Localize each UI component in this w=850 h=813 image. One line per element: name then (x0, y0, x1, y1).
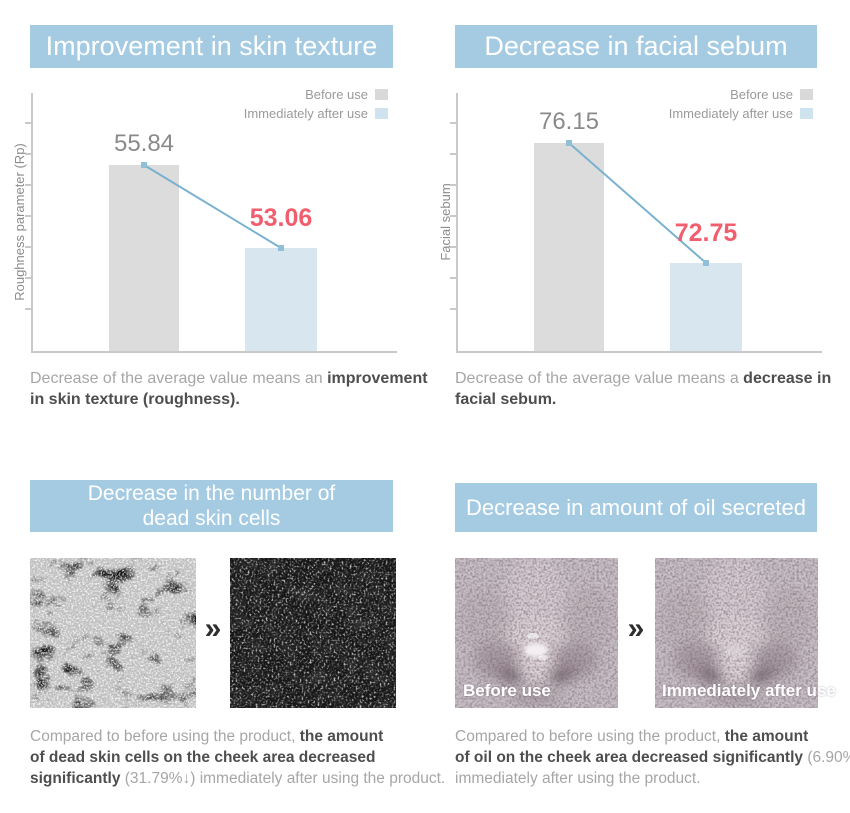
caption-line: facial sebum. (455, 389, 831, 410)
legend-label-after: Immediately after use (243, 106, 368, 121)
legend-swatch-before (375, 89, 388, 100)
caption-facial-sebum: Decrease of the average value means a de… (455, 368, 831, 410)
caption-text-bold: facial sebum. (455, 391, 557, 408)
legend-swatch-before (800, 89, 813, 100)
legend-swatch-after (800, 108, 813, 119)
caption-line: in skin texture (roughness). (30, 389, 428, 410)
caption-text: (31.79%↓) immediately after using the pr… (120, 770, 446, 787)
panel-title-dead-skin-cells: Decrease in the number of dead skin cell… (30, 480, 393, 532)
dead-skin-after-image (230, 558, 396, 708)
caption-line: of oil on the cheek area decreased signi… (455, 747, 850, 768)
title-line-2: dead skin cells (142, 507, 281, 530)
y-axis-line (456, 93, 458, 352)
photo-label-before-use: Before use (463, 681, 551, 700)
y-axis-line (31, 93, 33, 352)
caption-text: Compared to before using the product, (30, 728, 300, 745)
value-label-before: 55.84 (113, 130, 175, 157)
arrow-icon: » (204, 612, 222, 645)
title-line-1: Decrease in the number of (87, 482, 336, 505)
y-axis-ticks (25, 0, 31, 360)
bar-after-use (670, 263, 742, 351)
legend: Before use Immediately after use (613, 85, 813, 123)
dead-skin-before-image (30, 558, 196, 708)
caption-text: Compared to before using the product, (455, 728, 725, 745)
caption-text-bold: decrease in (743, 370, 832, 387)
bar-after-use (245, 248, 317, 351)
nose-before-image (455, 558, 618, 708)
caption-text: Decrease of the average value means an (30, 370, 328, 387)
caption-line: Decrease of the average value means a de… (455, 368, 831, 389)
x-axis-line (31, 351, 397, 353)
bar-before-use (109, 165, 179, 351)
legend-label-before: Before use (305, 87, 368, 102)
legend: Before use Immediately after use (188, 85, 388, 123)
caption-dead-skin: Compared to before using the product, th… (30, 726, 445, 789)
legend-row-after: Immediately after use (613, 104, 813, 123)
caption-line: Decrease of the average value means an i… (30, 368, 428, 389)
caption-text-bold: the amount (299, 728, 384, 745)
caption-line: Compared to before using the product, th… (30, 726, 445, 747)
caption-text-bold: of oil on the cheek area decreased signi… (455, 749, 804, 766)
legend-row-after: Immediately after use (188, 104, 388, 123)
caption-oil: Compared to before using the product, th… (455, 726, 850, 789)
photo-label-after-use: Immediately after use (662, 681, 836, 700)
caption-line: significantly (31.79%↓) immediately afte… (30, 768, 445, 789)
bar-before-use (534, 143, 604, 351)
legend-row-before: Before use (613, 85, 813, 104)
value-label-after: 72.75 (674, 219, 738, 247)
caption-text: immediately after using the product. (455, 770, 701, 787)
caption-skin-texture: Decrease of the average value means an i… (30, 368, 428, 410)
panel-title-oil-secreted: Decrease in amount of oil secreted (455, 483, 817, 532)
caption-text-bold: of dead skin cells on the cheek area dec… (30, 749, 376, 766)
legend-label-before: Before use (730, 87, 793, 102)
caption-text: (6.90%↓) (807, 749, 850, 766)
nose-after-image (655, 558, 818, 708)
caption-text-bold: improvement (327, 370, 428, 387)
caption-text-bold: in skin texture (roughness). (30, 391, 240, 408)
caption-line: of dead skin cells on the cheek area dec… (30, 747, 445, 768)
caption-text-bold: significantly (30, 770, 121, 787)
caption-text: Decrease of the average value means a (455, 370, 744, 387)
legend-swatch-after (375, 108, 388, 119)
panel-title-skin-texture: Improvement in skin texture (30, 25, 393, 68)
value-label-after: 53.06 (249, 204, 313, 232)
caption-line: Compared to before using the product, th… (455, 726, 850, 747)
caption-text-bold: the amount (724, 728, 809, 745)
panel-title-facial-sebum: Decrease in facial sebum (455, 25, 817, 68)
x-axis-line (456, 351, 822, 353)
value-label-before: 76.15 (538, 108, 600, 135)
legend-row-before: Before use (188, 85, 388, 104)
y-axis-ticks (450, 0, 456, 360)
arrow-icon: » (627, 612, 645, 645)
legend-label-after: Immediately after use (668, 106, 793, 121)
caption-line: immediately after using the product. (455, 768, 850, 789)
